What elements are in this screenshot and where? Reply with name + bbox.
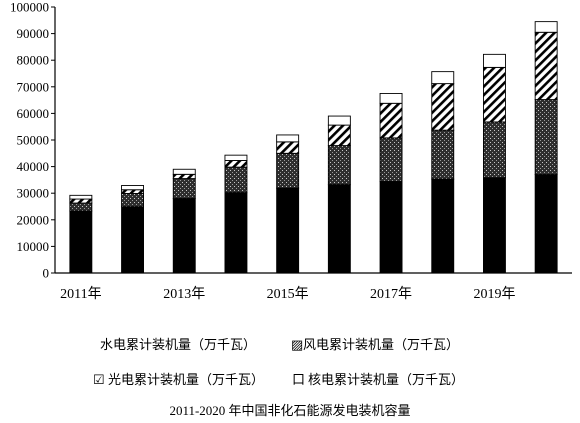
- y-tick-label: 20000: [17, 212, 50, 227]
- bar-nuclear-2013年: [172, 168, 196, 175]
- x-tick-label: 2011年: [60, 286, 101, 302]
- bar-wind-2012年: [121, 193, 145, 208]
- bar-wind-2013年: [172, 178, 196, 199]
- legend-marker-nuclear: 口: [292, 372, 305, 387]
- bar-nuclear-2016年: [327, 115, 351, 126]
- bar-solar-2011年: [69, 198, 93, 204]
- y-tick-labels: 0 10000 20000 30000 40000 50000 60000 70000 8000…: [10, 0, 55, 281]
- x-tick-label: 2015年: [267, 286, 309, 302]
- bar-solar-2012年: [121, 189, 145, 194]
- bar-solar-2019年: [483, 66, 506, 123]
- bar-nuclear-2020年: [534, 21, 558, 33]
- bar-solar-2015年: [276, 141, 300, 154]
- bar-hydro-2018年: [431, 178, 455, 274]
- legend-label-solar: 光电累计装机量（万千瓦）: [108, 372, 264, 387]
- bar-wind-2019年: [483, 121, 506, 179]
- bar-solar-2018年: [431, 83, 455, 131]
- bar-hydro-2015年: [276, 187, 300, 274]
- bar-solar-2014年: [224, 160, 248, 168]
- bar-hydro-2017年: [379, 181, 403, 274]
- y-tick-label: 100000: [10, 0, 49, 15]
- y-tick-label: 80000: [17, 53, 50, 68]
- bar-solar-2020年: [534, 31, 558, 101]
- bar-hydro-2011年: [69, 210, 93, 274]
- chart-caption: 2011-2020 年中国非化石能源发电装机容量: [169, 403, 410, 418]
- y-tick-label: 40000: [17, 159, 50, 174]
- y-tick-label: 70000: [17, 79, 50, 94]
- bar-hydro-2016年: [327, 184, 351, 274]
- legend-marker-solar: ☑: [93, 372, 105, 387]
- bar-nuclear-2012年: [121, 185, 145, 191]
- bar-nuclear-2011年: [69, 194, 93, 200]
- bar-nuclear-2018年: [431, 71, 455, 85]
- bar-hydro-2013年: [172, 198, 196, 274]
- bar-nuclear-2019年: [483, 53, 506, 68]
- y-tick-label: 50000: [17, 133, 50, 148]
- x-tick-labels: 2011年 2013年 2015年 2017年 2019年: [60, 286, 515, 302]
- x-tick-label: 2017年: [370, 286, 412, 302]
- y-tick-label: 60000: [17, 106, 50, 121]
- bar-wind-2017年: [379, 137, 403, 182]
- bar-nuclear-2015年: [276, 134, 300, 143]
- bar-wind-2014年: [224, 166, 248, 194]
- y-tick-label: 0: [43, 266, 50, 281]
- x-tick-label: 2013年: [163, 286, 205, 302]
- y-tick-label: 90000: [17, 26, 50, 41]
- bar-hydro-2020年: [534, 174, 558, 274]
- legend-label-wind: 风电累计装机量（万千瓦）: [303, 337, 459, 352]
- bar-wind-2020年: [534, 99, 558, 176]
- bar-hydro-2019年: [483, 177, 506, 274]
- bar-nuclear-2017年: [379, 92, 403, 104]
- legend-marker-wind: ▨: [291, 337, 303, 352]
- bar-wind-2011年: [69, 202, 93, 212]
- y-tick-label: 10000: [17, 239, 50, 254]
- bar-wind-2016年: [327, 145, 351, 186]
- bars: [69, 21, 558, 274]
- legend: 水电累计装机量（万千瓦） ▨ 风电累计装机量（万千瓦） ☑ 光电累计装机量（万千…: [93, 337, 464, 387]
- bar-nuclear-2014年: [224, 154, 248, 161]
- legend-label-hydro: 水电累计装机量（万千瓦）: [100, 337, 256, 352]
- x-tick-label: 2019年: [473, 286, 515, 302]
- legend-label-nuclear: 核电累计装机量（万千瓦）: [308, 372, 464, 387]
- bar-solar-2016年: [327, 124, 351, 147]
- y-tick-label: 30000: [17, 186, 50, 201]
- bar-wind-2018年: [431, 129, 455, 180]
- bar-hydro-2012年: [121, 206, 145, 274]
- bar-solar-2013年: [172, 173, 196, 180]
- bar-wind-2015年: [276, 152, 300, 189]
- bar-solar-2017年: [379, 102, 403, 139]
- bar-hydro-2014年: [224, 192, 248, 274]
